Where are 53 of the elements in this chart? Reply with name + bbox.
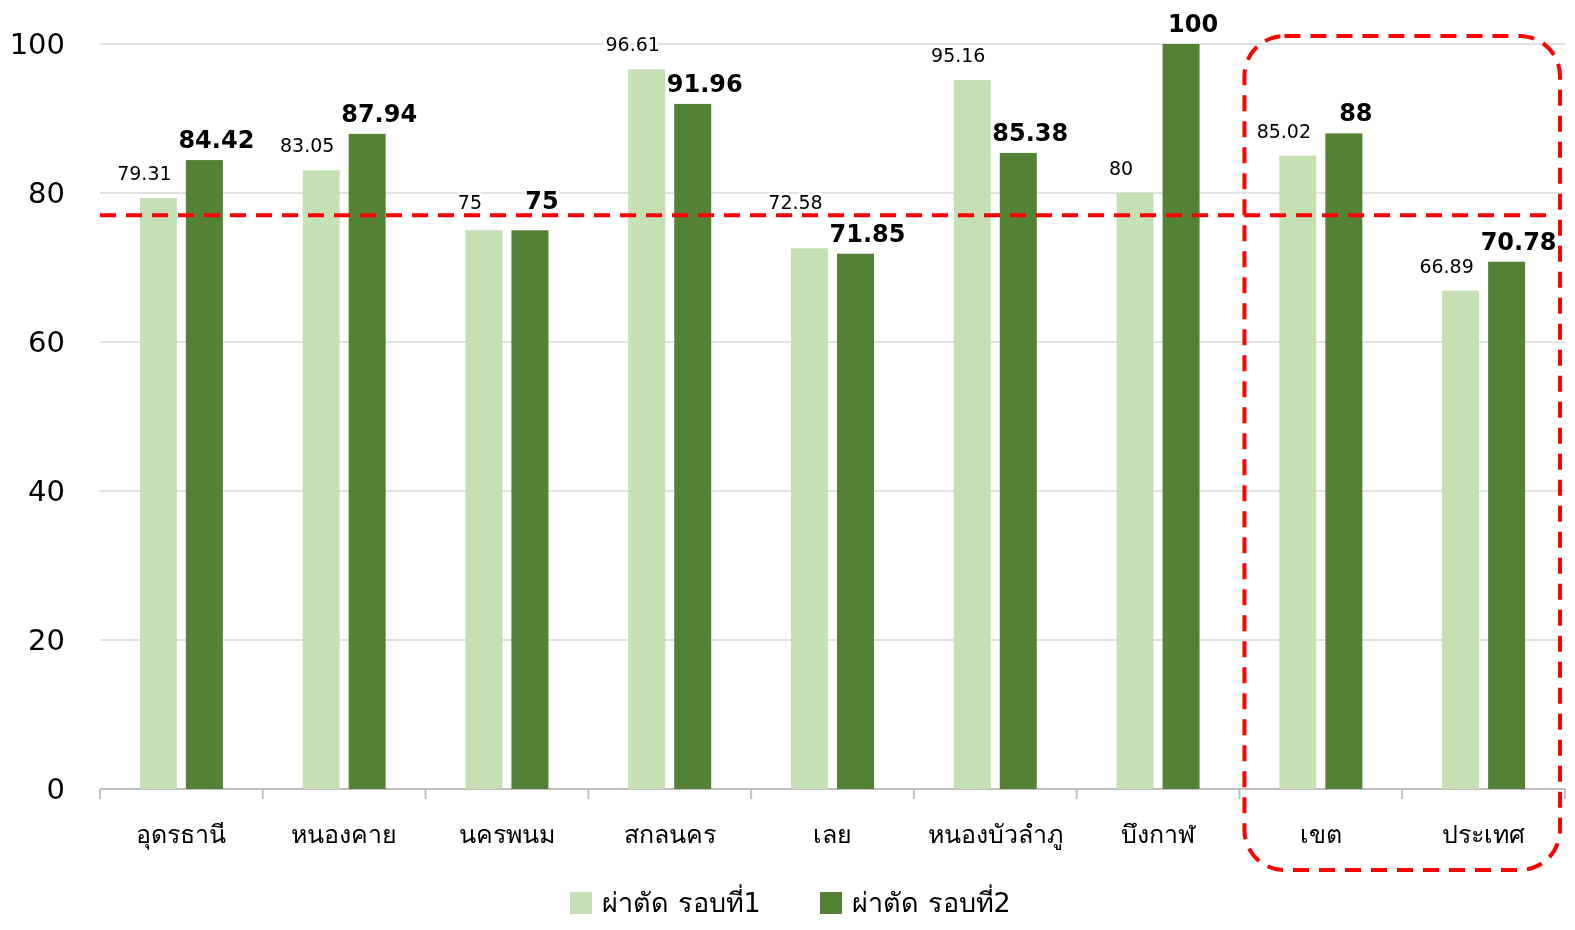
bar	[465, 230, 503, 789]
data-label: 83.05	[279, 134, 335, 157]
x-tick-label: นครพนม	[458, 820, 555, 849]
y-tick-label: 60	[28, 325, 65, 359]
bar	[1325, 133, 1363, 789]
data-label: 72.58	[768, 191, 823, 214]
bar	[185, 160, 223, 789]
bar	[302, 170, 340, 789]
bar	[348, 133, 386, 789]
data-label: 75	[525, 187, 559, 216]
y-tick-label: 100	[9, 27, 65, 61]
x-tick-label: บึงกาฬ	[1121, 820, 1197, 849]
bar	[1116, 193, 1154, 789]
bar	[1442, 290, 1480, 789]
data-label: 100	[1168, 10, 1219, 38]
bar	[837, 253, 874, 789]
x-tick-label: เลย	[813, 820, 852, 849]
y-tick-label: 0	[46, 772, 65, 806]
y-tick-label: 40	[28, 474, 65, 508]
bar	[791, 248, 828, 789]
bar	[628, 69, 666, 789]
bar	[999, 152, 1037, 789]
data-label: 96.61	[605, 33, 660, 56]
data-label: 91.96	[666, 69, 743, 98]
data-label: 95.16	[931, 44, 986, 67]
bar	[1279, 155, 1317, 789]
data-label: 79.31	[117, 162, 172, 185]
data-label: 85.38	[992, 118, 1069, 147]
bar	[1488, 261, 1526, 789]
x-tick-label: อุดรธานี	[136, 820, 227, 850]
data-label: 71.85	[829, 219, 906, 248]
bar	[1162, 44, 1200, 789]
legend-label: ผ่าตัด รอบที่2	[852, 884, 1011, 918]
bar	[511, 230, 549, 789]
data-label: 87.94	[341, 99, 418, 128]
x-tick-label: สกลนคร	[623, 820, 716, 849]
y-tick-label: 20	[28, 623, 65, 657]
data-label: 85.02	[1256, 119, 1312, 142]
x-tick-label: หนองคาย	[291, 820, 398, 849]
bar	[953, 80, 991, 789]
data-label: 84.42	[178, 126, 255, 155]
bar	[139, 198, 177, 789]
x-tick-label: หนองบัวลำภู	[927, 820, 1063, 850]
x-tick-label: เขต	[1299, 820, 1342, 849]
data-label: 66.89	[1419, 254, 1474, 277]
data-label: 88	[1339, 99, 1373, 128]
y-tick-label: 80	[28, 176, 65, 210]
x-tick-label: ประเทศ	[1442, 820, 1526, 849]
bar	[674, 103, 712, 789]
data-label: 80	[1108, 157, 1134, 179]
data-label: 75	[457, 191, 483, 214]
legend-label: ผ่าตัด รอบที่1	[602, 884, 761, 918]
data-label: 70.78	[1480, 227, 1557, 256]
